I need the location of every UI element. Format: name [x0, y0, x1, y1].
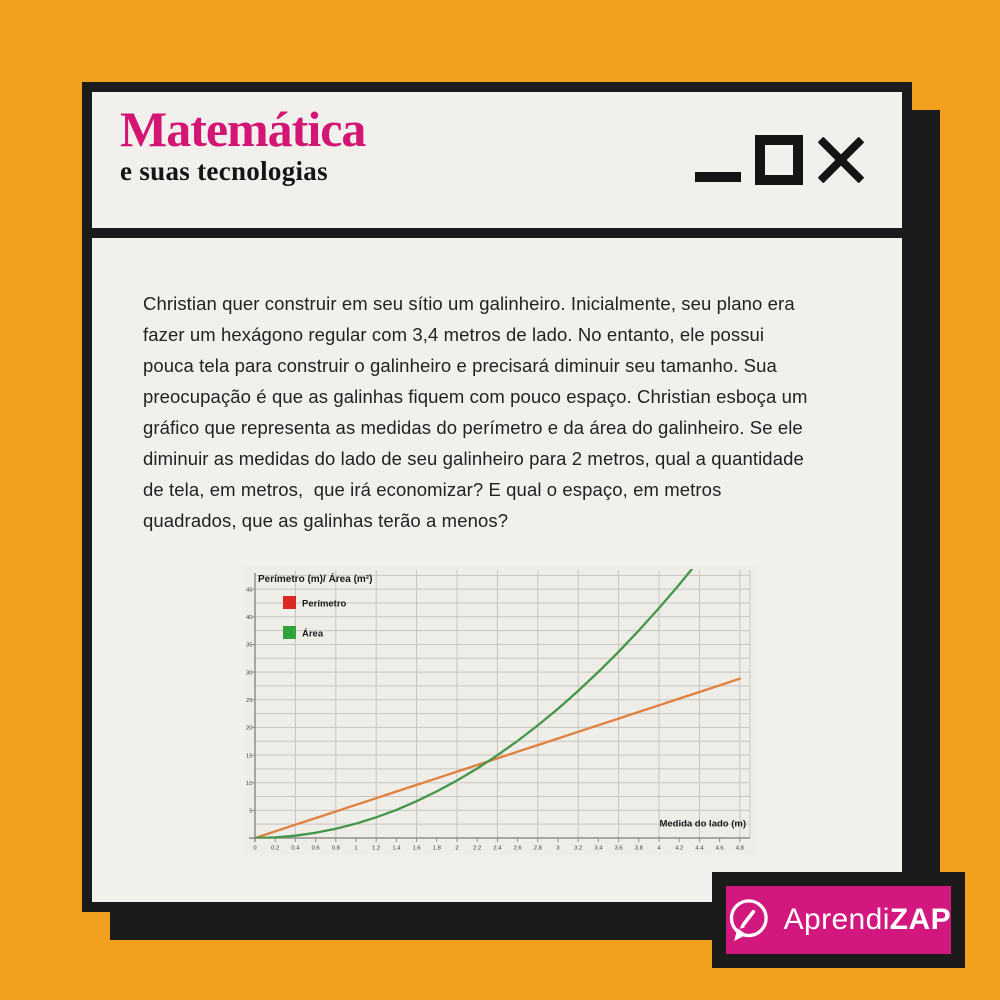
question-text: Christian quer construir em seu sítio um… — [143, 293, 808, 531]
legend-swatch-perimetro — [283, 596, 296, 609]
window-header: Matemática e suas tecnologias — [92, 92, 902, 238]
x-tick-label: 2 — [455, 846, 458, 852]
y-tick-label: 45 — [246, 587, 252, 593]
x-tick-label: 1 — [354, 846, 357, 852]
y-tick-label: 40 — [246, 615, 252, 621]
chart-svg: 0 0.2 0.4 0.6 0.8 1 1.2 1.4 1.6 1.8 2 2.2 2.4 2.6 2.8 3… — [245, 565, 755, 855]
minimize-icon — [695, 172, 741, 182]
x-tick-label: 3.2 — [574, 846, 582, 852]
x-tick-label: 2.6 — [514, 846, 522, 852]
x-tick-label: 1.6 — [413, 846, 421, 852]
legend-label-area: Área — [302, 629, 324, 640]
maximize-button[interactable] — [755, 135, 803, 185]
maximize-icon — [755, 135, 803, 185]
x-tick-label: 4.6 — [716, 846, 724, 852]
x-tick-label: 1.8 — [433, 846, 441, 852]
close-icon — [817, 135, 865, 185]
x-tick-label: 3 — [556, 846, 559, 852]
window-controls — [695, 135, 865, 187]
pencil-speech-bubble-icon — [729, 899, 768, 941]
x-tick-label: 0.6 — [312, 846, 320, 852]
x-axis-label: Medida do lado (m) — [659, 819, 746, 830]
close-button[interactable] — [817, 135, 865, 185]
x-tick-label: 3.4 — [594, 846, 603, 852]
brand-name-regular: Aprendi — [783, 903, 890, 936]
y-tick-label: 25 — [246, 698, 252, 704]
x-tick-label: 4.8 — [736, 846, 744, 852]
series-lines — [253, 569, 741, 839]
perimeter-area-chart: 0 0.2 0.4 0.6 0.8 1 1.2 1.4 1.6 1.8 2 2.2 2.4 2.6 2.8 3… — [245, 565, 755, 855]
chart-title: Perímetro (m)/ Área (m²) — [258, 572, 372, 585]
x-tick-label: 3.8 — [635, 846, 643, 852]
x-tick-label: 0 — [253, 846, 256, 852]
y-tick-label: 5 — [249, 809, 252, 815]
y-tick-label: 35 — [246, 643, 252, 649]
x-tick-label: 0.8 — [332, 846, 340, 852]
page-title: Matemática — [120, 101, 366, 157]
x-tick-label: 2.4 — [493, 846, 502, 852]
x-tick-label: 0.4 — [291, 846, 300, 852]
legend-swatch-area — [283, 626, 296, 639]
legend-label-perimetro: Perímetro — [302, 599, 347, 610]
brand-name-bold: ZAP — [889, 903, 951, 936]
x-tick-label: 2.2 — [473, 846, 481, 852]
x-tick-label: 3.6 — [615, 846, 623, 852]
x-tick-label: 0.2 — [271, 846, 279, 852]
brand-badge[interactable]: AprendiZAP — [726, 886, 951, 954]
x-tick-label: 1.4 — [392, 846, 401, 852]
x-tick-label: 4.4 — [695, 846, 704, 852]
title-block: Matemática e suas tecnologias — [120, 101, 366, 186]
x-tick-label: 1.2 — [372, 846, 380, 852]
page-subtitle: e suas tecnologias — [120, 156, 328, 186]
chart-plot-background — [245, 565, 755, 855]
brand-badge-label: AprendiZAP — [784, 903, 951, 937]
y-tick-label: 15 — [246, 753, 252, 759]
brand-badge-frame: AprendiZAP — [712, 872, 965, 968]
series-line-perimetro — [253, 677, 741, 839]
y-tick-label: 20 — [246, 726, 252, 732]
x-tick-label: 4.2 — [675, 846, 683, 852]
x-tick-label: 4 — [657, 846, 661, 852]
x-tick-label: 2.8 — [534, 846, 542, 852]
minimize-button[interactable] — [695, 135, 741, 182]
y-tick-label: 10 — [246, 781, 252, 787]
series-line-area — [253, 569, 694, 839]
window-card: Matemática e suas tecnologias Christian … — [82, 82, 912, 912]
y-tick-label: 30 — [246, 670, 252, 676]
